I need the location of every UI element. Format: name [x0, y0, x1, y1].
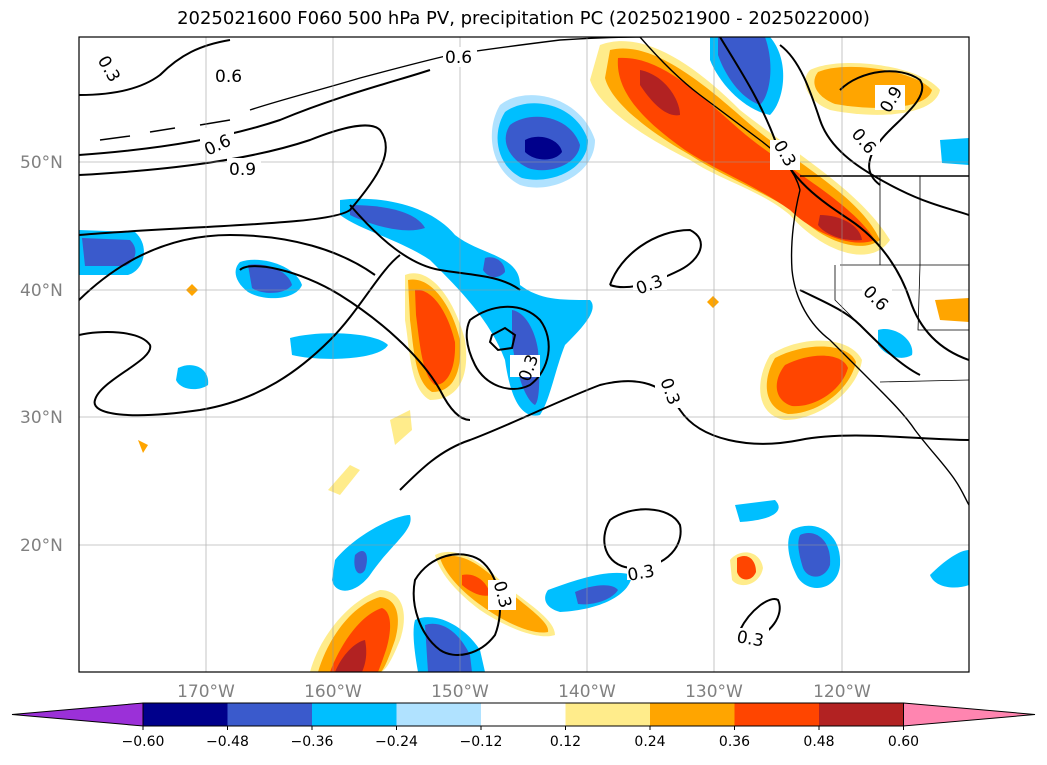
precip-positive-coastal-core: [617, 57, 875, 243]
border-states: [834, 176, 969, 336]
lat-label-30n: 30°N: [20, 408, 63, 428]
precip-negative-west-core: [82, 238, 136, 266]
precip-positive-south-1-core: [462, 574, 490, 596]
pv-contour-line: [79, 69, 431, 156]
colorbar-segment: [227, 703, 313, 726]
contour-label: 0.3: [626, 561, 656, 585]
pv-contour-line: [79, 39, 231, 96]
colorbar-segment: [143, 703, 228, 726]
colorbar-extend-high: [903, 702, 1036, 727]
precip-negative-hawaii: [332, 515, 411, 591]
longitude-labels: 170°W 160°W 150°W 140°W 130°W 120°W: [177, 682, 871, 702]
precip-negative-south-5: [930, 550, 969, 588]
contour-label: 0.6: [445, 48, 472, 68]
precip-positive-coastal-peak-2: [818, 215, 862, 241]
precip-positive-east: [935, 298, 969, 322]
colorbar: −0.60 −0.48 −0.36 −0.24 −0.12 0.12 0.24 0.36 0.4…: [11, 702, 1036, 750]
precip-negative-south-3: [735, 500, 779, 522]
precip-negative-central-peak: [525, 136, 562, 160]
colorbar-tick-label: −0.60: [122, 734, 165, 750]
colorbar-tick-label: 0.60: [888, 734, 919, 750]
lat-label-50n: 50°N: [20, 153, 63, 173]
contour-label: 0.3: [735, 627, 765, 651]
colorbar-segment: [650, 703, 735, 726]
pv-contour-line: [465, 305, 550, 390]
pv-contour-line: [79, 124, 387, 236]
precip-negative-hawaii-core: [354, 550, 367, 574]
lon-label-160w: 160°W: [304, 682, 362, 702]
latitude-labels: 50°N 40°N 30°N 20°N: [20, 153, 63, 556]
precip-positive-mid-core: [415, 289, 456, 385]
colorbar-tick-label: −0.36: [291, 734, 334, 750]
colorbar-segment: [565, 703, 651, 726]
precip-positive-south-2-peak: [335, 640, 367, 672]
pv-contour-line: [719, 37, 969, 361]
precip-positive-coastal-peak: [640, 70, 680, 116]
colorbar-tick-label: −0.48: [206, 734, 249, 750]
coastline-us-west: [790, 189, 969, 506]
precip-positive-california-core: [776, 355, 848, 407]
contour-label: 0.6: [215, 67, 242, 87]
lat-label-20n: 20°N: [20, 536, 63, 556]
pv-contour-line: [79, 254, 401, 417]
colorbar-tick-label: 0.12: [550, 734, 581, 750]
colorbar-tick-label: 0.24: [634, 734, 665, 750]
precip-positive-speck-2: [707, 296, 719, 308]
colorbar-segment: [819, 703, 904, 726]
precip-negative-band-core: [350, 205, 425, 231]
pv-contour-line: [839, 70, 924, 186]
pv-contour-line: [79, 233, 376, 301]
colorbar-segment: [312, 703, 397, 726]
lon-label-140w: 140°W: [558, 682, 616, 702]
precip-positive-speck-5: [328, 465, 360, 495]
pv-contour-line: [412, 553, 501, 656]
lon-label-130w: 130°W: [685, 682, 743, 702]
contour-label: 0.9: [229, 160, 256, 180]
lon-label-170w: 170°W: [177, 682, 235, 702]
pv-contour-line: [488, 326, 517, 352]
colorbar-extend-low: [11, 702, 144, 727]
pv-contour-line: [603, 508, 682, 570]
lon-label-120w: 120°W: [813, 682, 871, 702]
precip-positive-south-3-core: [737, 555, 756, 580]
precip-negative-south-2-core: [575, 585, 618, 605]
lat-label-40n: 40°N: [20, 281, 63, 301]
plot-frame: [78, 36, 970, 673]
map-title: 2025021600 F060 500 hPa PV, precipitatio…: [177, 8, 870, 29]
colorbar-segment: [734, 703, 820, 726]
coastline-aleutians: [99, 119, 231, 141]
lon-label-150w: 150°W: [431, 682, 489, 702]
colorbar-tick-label: 0.48: [803, 734, 834, 750]
colorbar-tick-label: −0.24: [375, 734, 418, 750]
colorbar-segment: [481, 703, 566, 726]
pv-contour-line: [349, 204, 521, 291]
precip-negative-west-4: [176, 365, 209, 390]
precip-negative-west-3: [290, 333, 388, 359]
colorbar-segment: [396, 703, 482, 726]
precip-negative-west-2-core: [248, 264, 292, 293]
precip-negative-south-4-core: [798, 533, 831, 577]
coastlines: [99, 37, 969, 506]
colorbar-tick-label: 0.36: [719, 734, 750, 750]
border-mexico: [879, 379, 969, 383]
precip-negative-east: [940, 138, 969, 165]
pv-contour-line: [779, 44, 969, 216]
precip-positive-speck-4: [138, 440, 148, 453]
graticule: [79, 37, 969, 672]
precip-positive-speck-3: [390, 410, 412, 445]
pv-contour-line: [239, 265, 471, 421]
precip-negative-band-core-3: [483, 257, 505, 278]
colorbar-tick-label: −0.12: [460, 734, 503, 750]
precip-shading: [79, 37, 969, 672]
